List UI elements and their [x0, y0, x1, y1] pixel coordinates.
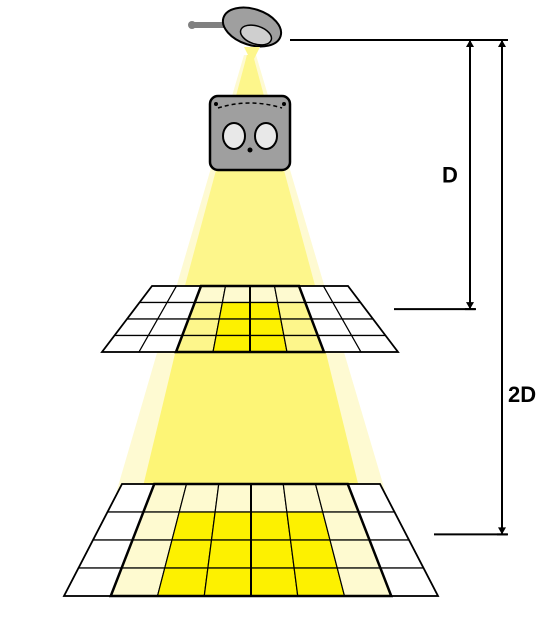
- dim-arrow: [498, 40, 506, 47]
- lamp-arm-cap: [188, 21, 196, 29]
- plane-2d-cell: [215, 484, 251, 512]
- plane-d-cell: [216, 319, 250, 336]
- plane-2d-cell: [212, 512, 252, 540]
- plane-d-cell: [250, 319, 284, 336]
- sensor-eye-left: [223, 123, 245, 149]
- plane-d-cell: [222, 286, 250, 303]
- plane-2d-cell: [165, 540, 212, 568]
- plane-d-cell: [250, 286, 278, 303]
- plane-2d-cell: [179, 484, 219, 512]
- plane-2d-cell: [251, 568, 298, 596]
- plane-d: [102, 286, 398, 352]
- plane-2d-cell: [158, 568, 208, 596]
- plane-d-cell: [250, 336, 287, 353]
- sensor-body: [210, 96, 290, 170]
- sensor-head: [210, 96, 290, 170]
- sensor-eye-right: [255, 123, 277, 149]
- dim-arrow: [498, 527, 506, 534]
- sensor-screw: [214, 102, 218, 106]
- dim-arrow: [466, 40, 474, 47]
- plane-d-cell: [250, 303, 281, 320]
- plane-2d-cell: [208, 540, 251, 568]
- plane-2d-cell: [172, 512, 215, 540]
- plane-2d-cell: [251, 512, 291, 540]
- plane-2d-cell: [251, 484, 287, 512]
- sensor-nose: [248, 148, 253, 153]
- beam-upper: [176, 55, 324, 319]
- sensor-screw: [282, 102, 286, 106]
- plane-d-cell: [213, 336, 250, 353]
- plane-2d-cell: [291, 540, 338, 568]
- plane-2d-cell: [251, 540, 294, 568]
- lamp-fixture: [188, 1, 286, 63]
- label-2d: 2D: [508, 382, 536, 407]
- plane-d-cell: [219, 303, 250, 320]
- plane-2d-cell: [204, 568, 251, 596]
- inverse-square-law-diagram: D 2D: [0, 0, 536, 641]
- plane-2d: [64, 484, 438, 596]
- plane-2d-cell: [294, 568, 344, 596]
- label-d: D: [442, 163, 458, 188]
- dim-arrow: [466, 302, 474, 309]
